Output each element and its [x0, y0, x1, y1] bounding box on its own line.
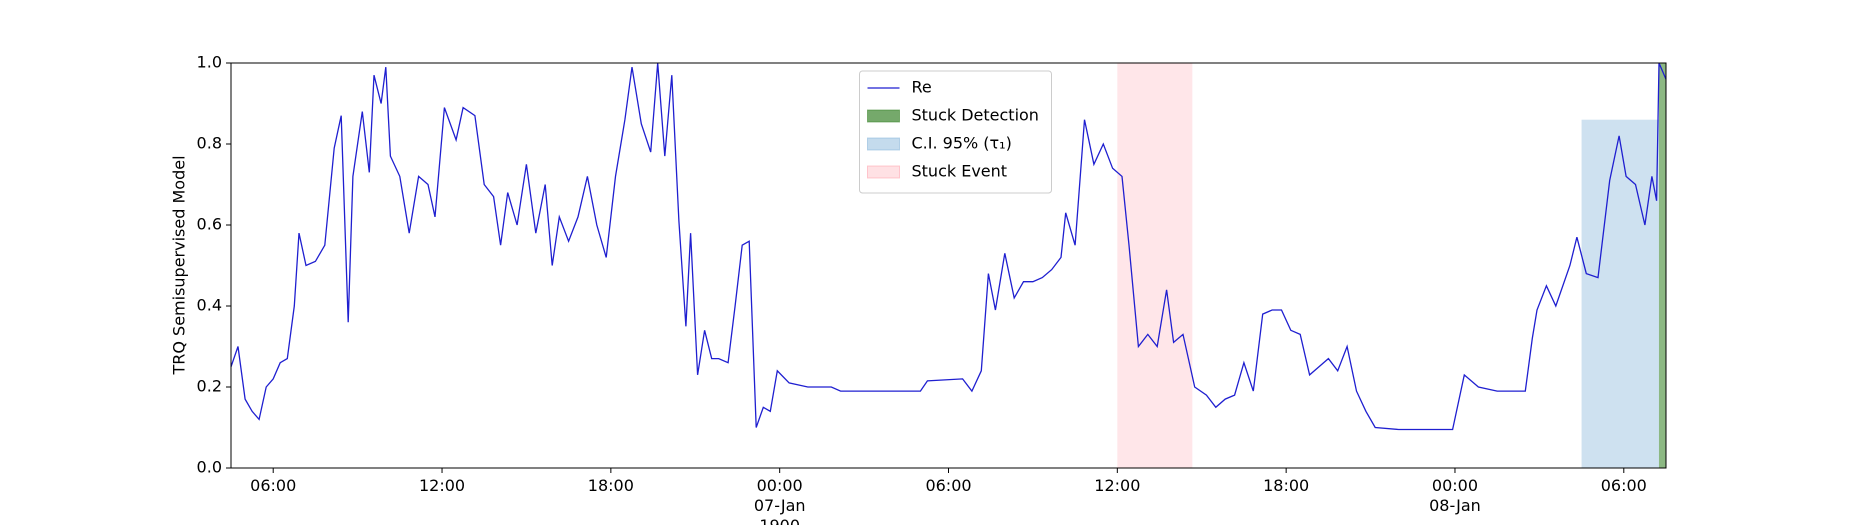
x-tick-label: 12:00: [1094, 476, 1141, 495]
y-tick-label: 1.0: [197, 53, 222, 72]
legend-label: Stuck Event: [912, 162, 1008, 181]
data-line: [230, 62, 1667, 431]
y-tick-label: 0.6: [197, 215, 222, 234]
x-tick-label: 18:00: [587, 476, 634, 495]
legend-box: [859, 70, 1052, 194]
y-axis-label: TRQ Semisupervised Model: [170, 155, 189, 375]
shaded-region: [1117, 63, 1193, 468]
x-tick-label: 12:00: [418, 476, 466, 495]
y-tick-label: 0.8: [197, 134, 222, 153]
x-tick-label: 06:00: [250, 476, 297, 495]
legend: Re Stuck Detection C.I. 95% (τ₁) Stuck Even…: [859, 70, 1052, 194]
legend-patch: [867, 165, 900, 179]
y-tick-label: 0.2: [197, 377, 222, 396]
legend-patch: [867, 109, 900, 123]
x-tick-label: 18:00: [1263, 476, 1310, 495]
y-tick-label: 0.0: [197, 458, 222, 477]
shaded-region: [1581, 119, 1659, 468]
x-tick-label: 06:00: [1600, 476, 1647, 495]
y-tick-label: 0.4: [197, 296, 222, 315]
x-tick-label: 00:00 07-Jan 1900: [753, 476, 806, 525]
legend-label: Re: [912, 78, 932, 97]
x-tick-label: 00:00 08-Jan: [1429, 476, 1481, 515]
shaded-region: [1658, 63, 1666, 468]
x-tick-label: 06:00: [925, 476, 972, 495]
legend-label: Stuck Detection: [912, 106, 1039, 125]
legend-label: C.I. 95% (τ₁): [912, 134, 1012, 153]
legend-patch: [867, 137, 900, 151]
